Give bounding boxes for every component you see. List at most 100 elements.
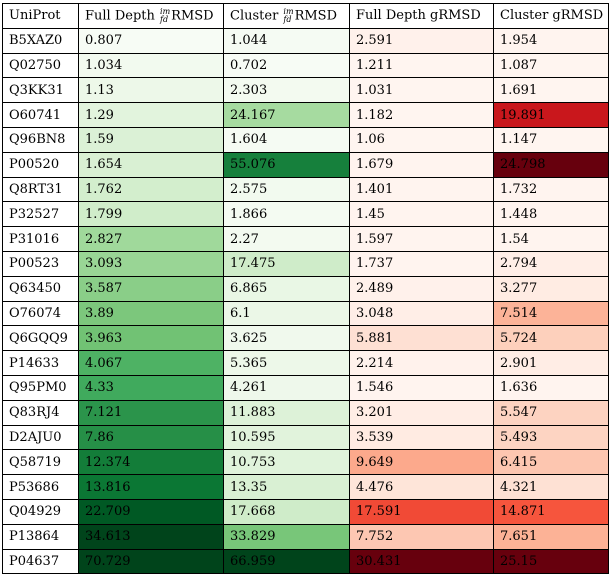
table-row: O76074 3.89 6.1 3.048 7.514 xyxy=(2,300,609,327)
cluster-im-rmsd-cell: 2.303 xyxy=(223,77,350,104)
uniprot-cell: Q96BN8 xyxy=(2,126,79,153)
cluster-im-rmsd-cell: 13.35 xyxy=(223,474,350,500)
header-superscript: im xyxy=(160,6,171,16)
table-row: D2AJU0 7.86 10.595 3.539 5.493 xyxy=(2,424,609,451)
cluster-grmsd-cell: 1.448 xyxy=(493,201,609,228)
full-depth-grmsd-cell: 1.679 xyxy=(349,151,494,178)
cluster-im-rmsd-cell: 1.604 xyxy=(223,126,350,153)
cluster-im-rmsd-cell: 3.625 xyxy=(223,325,350,352)
header-row: UniProt Full Depth im fd RMSD Cluster im fd RM… xyxy=(2,3,609,29)
cluster-grmsd-cell: 3.277 xyxy=(493,275,609,302)
full-depth-im-rmsd-cell: 1.59 xyxy=(78,126,224,153)
cluster-grmsd-cell: 19.891 xyxy=(493,102,609,128)
table-row: Q6GQQ9 3.963 3.625 5.881 5.724 xyxy=(2,325,609,352)
cluster-im-rmsd-cell: 10.595 xyxy=(223,424,350,451)
cluster-im-rmsd-cell: 11.883 xyxy=(223,399,350,426)
cluster-grmsd-cell: 7.514 xyxy=(493,300,609,327)
uniprot-cell: Q95PM0 xyxy=(2,374,79,401)
header-text: Full Depth gRMSD xyxy=(356,8,481,24)
header-scripts: im fd xyxy=(160,6,171,24)
cluster-grmsd-cell: 2.901 xyxy=(493,350,609,376)
cluster-grmsd-cell: 14.871 xyxy=(493,498,609,525)
full-depth-grmsd-cell: 2.489 xyxy=(349,275,494,302)
table-row: P31016 2.827 2.27 1.597 1.54 xyxy=(2,226,609,252)
full-depth-grmsd-cell: 3.048 xyxy=(349,300,494,327)
full-depth-grmsd-cell: 1.737 xyxy=(349,250,494,277)
header-text-suffix: RMSD xyxy=(171,8,214,24)
uniprot-cell: P14633 xyxy=(2,350,79,376)
table-row: B5XAZ0 0.807 1.044 2.591 1.954 xyxy=(2,27,609,54)
uniprot-cell: P00520 xyxy=(2,151,79,178)
table-row: P00520 1.654 55.076 1.679 24.798 xyxy=(2,151,609,178)
header-text: UniProt xyxy=(9,8,61,24)
full-depth-grmsd-cell: 3.201 xyxy=(349,399,494,426)
table-row: Q3KK31 1.13 2.303 1.031 1.691 xyxy=(2,77,609,104)
full-depth-im-rmsd-cell: 2.827 xyxy=(78,226,224,252)
cluster-grmsd-cell: 24.798 xyxy=(493,151,609,178)
table-row: O60741 1.29 24.167 1.182 19.891 xyxy=(2,102,609,128)
uniprot-cell: Q58719 xyxy=(2,449,79,476)
cluster-im-rmsd-cell: 2.575 xyxy=(223,176,350,203)
table-row: P53686 13.816 13.35 4.476 4.321 xyxy=(2,474,609,500)
uniprot-cell: B5XAZ0 xyxy=(2,27,79,54)
cluster-grmsd-cell: 1.636 xyxy=(493,374,609,401)
full-depth-im-rmsd-cell: 0.807 xyxy=(78,27,224,54)
cluster-im-rmsd-cell: 5.365 xyxy=(223,350,350,376)
full-depth-im-rmsd-cell: 13.816 xyxy=(78,474,224,500)
header-subscript: fd xyxy=(283,14,292,24)
uniprot-cell: Q3KK31 xyxy=(2,77,79,104)
cluster-grmsd-cell: 4.321 xyxy=(493,474,609,500)
header-superscript: im xyxy=(283,6,294,16)
full-depth-im-rmsd-cell: 70.729 xyxy=(78,548,224,575)
table-row: Q58719 12.374 10.753 9.649 6.415 xyxy=(2,449,609,476)
full-depth-im-rmsd-cell: 7.121 xyxy=(78,399,224,426)
table-row: Q96BN8 1.59 1.604 1.06 1.147 xyxy=(2,126,609,153)
cluster-im-rmsd-cell: 33.829 xyxy=(223,523,350,550)
uniprot-cell: P31016 xyxy=(2,226,79,252)
full-depth-im-rmsd-cell: 1.762 xyxy=(78,176,224,203)
cluster-im-rmsd-cell: 1.866 xyxy=(223,201,350,228)
table-row: Q95PM0 4.33 4.261 1.546 1.636 xyxy=(2,374,609,401)
full-depth-grmsd-cell: 30.431 xyxy=(349,548,494,575)
full-depth-im-rmsd-cell: 3.963 xyxy=(78,325,224,352)
header-text-suffix: RMSD xyxy=(294,8,338,24)
cluster-grmsd-cell: 5.493 xyxy=(493,424,609,451)
cluster-im-rmsd-cell: 6.1 xyxy=(223,300,350,327)
table-body: B5XAZ0 0.807 1.044 2.591 1.954 Q02750 1.034 0.7… xyxy=(2,27,609,575)
full-depth-im-rmsd-cell: 1.034 xyxy=(78,52,224,79)
table-row: P04637 70.729 66.959 30.431 25.15 xyxy=(2,548,609,575)
table-row: Q02750 1.034 0.702 1.211 1.087 xyxy=(2,52,609,79)
header-uniprot: UniProt xyxy=(2,3,79,29)
rmsd-table: UniProt Full Depth im fd RMSD Cluster im fd RM… xyxy=(2,3,609,575)
cluster-im-rmsd-cell: 6.865 xyxy=(223,275,350,302)
header-text: Cluster gRMSD xyxy=(500,8,604,24)
cluster-im-rmsd-cell: 0.702 xyxy=(223,52,350,79)
cluster-grmsd-cell: 1.147 xyxy=(493,126,609,153)
uniprot-cell: O60741 xyxy=(2,102,79,128)
full-depth-im-rmsd-cell: 1.13 xyxy=(78,77,224,104)
cluster-im-rmsd-cell: 10.753 xyxy=(223,449,350,476)
full-depth-im-rmsd-cell: 3.89 xyxy=(78,300,224,327)
header-cluster-grmsd: Cluster gRMSD xyxy=(493,3,609,29)
full-depth-grmsd-cell: 1.45 xyxy=(349,201,494,228)
header-scripts: im fd xyxy=(283,6,294,24)
header-full-depth-grmsd: Full Depth gRMSD xyxy=(349,3,494,29)
cluster-grmsd-cell: 1.087 xyxy=(493,52,609,79)
uniprot-cell: O76074 xyxy=(2,300,79,327)
header-text: Cluster xyxy=(230,8,283,24)
cluster-grmsd-cell: 7.651 xyxy=(493,523,609,550)
full-depth-grmsd-cell: 2.591 xyxy=(349,27,494,54)
uniprot-cell: Q04929 xyxy=(2,498,79,525)
cluster-grmsd-cell: 2.794 xyxy=(493,250,609,277)
full-depth-grmsd-cell: 7.752 xyxy=(349,523,494,550)
cluster-im-rmsd-cell: 17.668 xyxy=(223,498,350,525)
full-depth-im-rmsd-cell: 22.709 xyxy=(78,498,224,525)
full-depth-grmsd-cell: 4.476 xyxy=(349,474,494,500)
full-depth-im-rmsd-cell: 3.093 xyxy=(78,250,224,277)
uniprot-cell: Q02750 xyxy=(2,52,79,79)
table-row: Q04929 22.709 17.668 17.591 14.871 xyxy=(2,498,609,525)
cluster-im-rmsd-cell: 17.475 xyxy=(223,250,350,277)
full-depth-grmsd-cell: 2.214 xyxy=(349,350,494,376)
full-depth-im-rmsd-cell: 7.86 xyxy=(78,424,224,451)
full-depth-im-rmsd-cell: 3.587 xyxy=(78,275,224,302)
